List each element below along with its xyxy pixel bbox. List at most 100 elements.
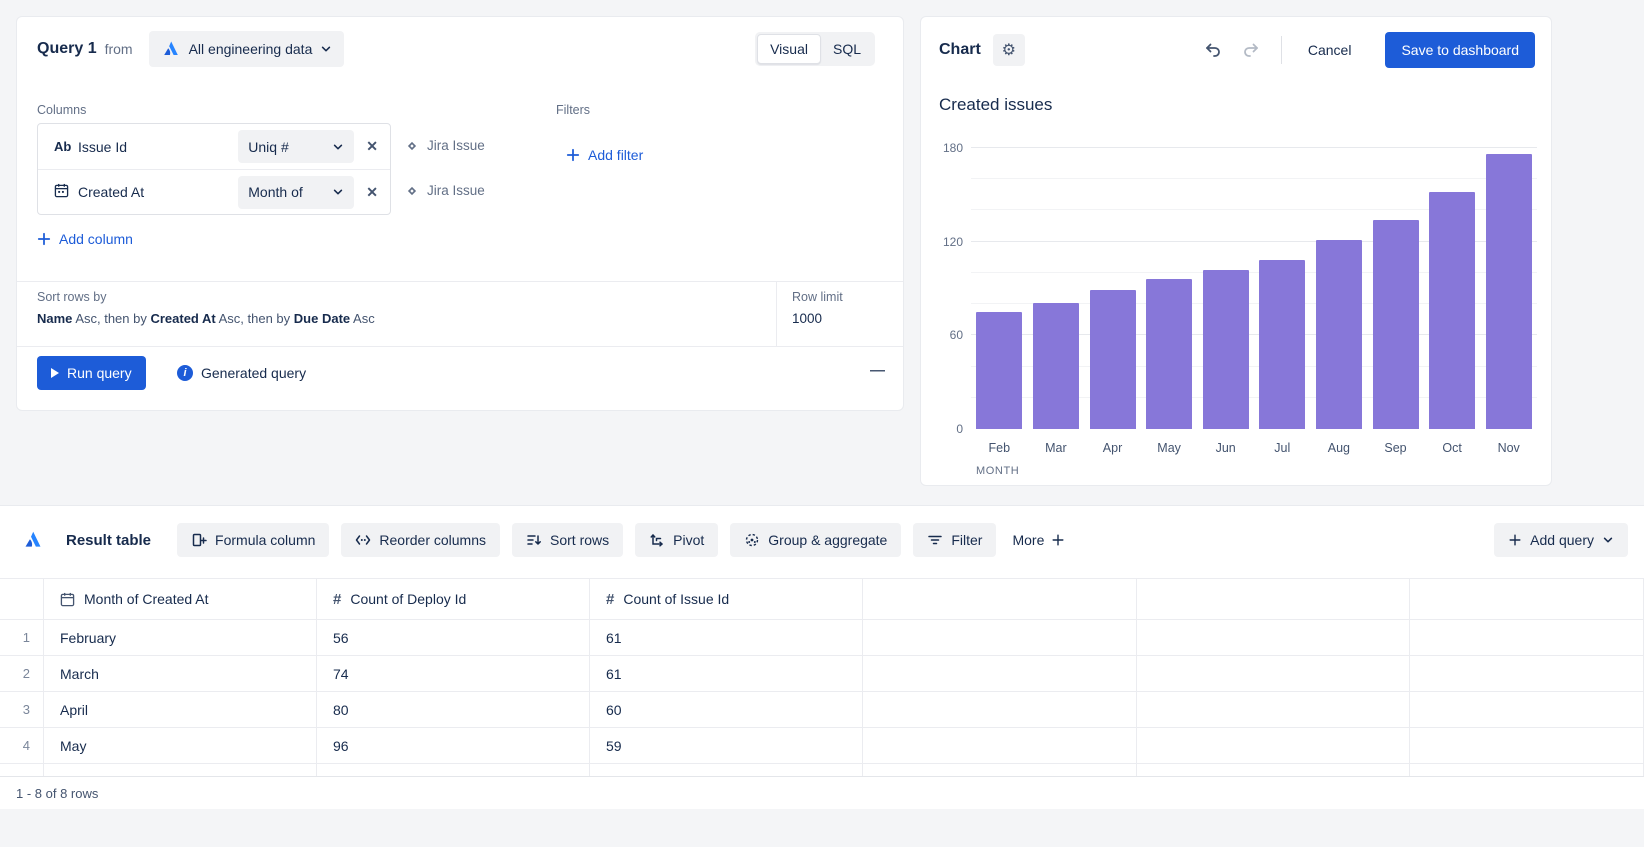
pivot-button[interactable]: Pivot [635, 523, 719, 557]
x-tick-label: Nov [1497, 441, 1520, 455]
result-section: Result table Formula column Reorder colu… [0, 505, 1644, 809]
button-label: Reorder columns [379, 532, 487, 548]
table-cell-empty [1137, 728, 1410, 763]
x-tick-label: Apr [1102, 441, 1123, 455]
row-limit-value[interactable]: 1000 [792, 311, 823, 326]
view-mode-toggle: Visual SQL [755, 32, 875, 66]
table-row: 3 April 80 60 [0, 692, 1644, 728]
aggregation-value: Uniq # [248, 138, 289, 155]
remove-column-button[interactable]: ✕ [366, 183, 378, 200]
aggregation-dropdown[interactable]: Month of [238, 175, 355, 209]
save-to-dashboard-button[interactable]: Save to dashboard [1385, 32, 1535, 68]
table-cell-empty [1410, 764, 1644, 776]
undo-icon[interactable] [1203, 40, 1223, 60]
table-row: 5June10060 [0, 764, 1644, 776]
add-column-label: Add column [59, 231, 133, 247]
divider [17, 281, 903, 282]
y-tick-label: 120 [942, 234, 963, 249]
collapse-icon[interactable]: — [870, 362, 885, 379]
table-cell: 100 [317, 764, 590, 776]
table-cell: May [44, 728, 317, 763]
play-icon [51, 368, 59, 378]
chevron-down-icon [334, 144, 343, 149]
redo-icon[interactable] [1241, 40, 1261, 60]
data-source-label: All engineering data [188, 41, 313, 57]
column-header-label: Count of Issue Id [623, 591, 730, 607]
table-cell: June [44, 764, 317, 776]
table-header-cell[interactable]: # Count of Issue Id [590, 579, 863, 619]
table-cell: 96 [317, 728, 590, 763]
filters-section-label: Filters [556, 103, 591, 117]
x-tick-label: Jul [1274, 441, 1291, 455]
bar-Nov [1485, 154, 1532, 429]
tab-visual[interactable]: Visual [757, 34, 821, 64]
y-tick-label: 180 [942, 141, 963, 155]
table-header-cell[interactable]: # Count of Deploy Id [317, 579, 590, 619]
gridline [971, 271, 1537, 273]
query-builder-panel: Query 1 from All engineering data Visual… [16, 16, 904, 411]
x-axis-title: MONTH [976, 465, 1020, 477]
bar-May [1146, 279, 1193, 429]
formula-column-button[interactable]: Formula column [177, 523, 330, 557]
bar-Aug [1315, 240, 1362, 429]
x-tick-label: Jun [1215, 441, 1236, 455]
chart-settings-button[interactable]: ⚙ [992, 34, 1025, 66]
more-button[interactable]: More [1012, 532, 1065, 548]
row-number: 5 [0, 764, 44, 776]
aggregation-value: Month of [248, 184, 303, 200]
bar-Sep [1372, 219, 1419, 429]
gridline [971, 365, 1537, 367]
add-column-button[interactable]: Add column [37, 231, 133, 247]
gridline [971, 147, 1537, 148]
row-number: 4 [0, 728, 44, 763]
row-number: 2 [0, 656, 44, 691]
add-query-button[interactable]: Add query [1494, 523, 1628, 557]
generated-query-toggle[interactable]: i Generated query [177, 356, 306, 390]
table-header-cell-empty [863, 579, 1137, 619]
sort-rows-value[interactable]: Name Asc, then by Created At Asc, then b… [37, 311, 375, 326]
table-row: 4 May 96 59 [0, 728, 1644, 764]
source-jira-issue: Jira Issue [405, 123, 485, 168]
column-row-issue-id: Ab Issue Id Uniq # ✕ [38, 124, 390, 169]
query-from-label: from [104, 41, 133, 57]
sort-rows-button[interactable]: Sort rows [512, 523, 624, 557]
run-query-button[interactable]: Run query [37, 356, 146, 390]
number-type-icon: # [606, 590, 615, 608]
table-cell-empty [863, 692, 1137, 727]
filter-button[interactable]: Filter [913, 523, 997, 557]
reorder-columns-button[interactable]: Reorder columns [341, 523, 501, 557]
table-cell: 60 [590, 764, 863, 776]
sort-segment: Asc [350, 311, 375, 326]
table-cell-empty [1137, 692, 1410, 727]
sort-segment: Due Date [293, 311, 351, 326]
bar-Jun [1202, 269, 1249, 429]
remove-column-button[interactable]: ✕ [366, 138, 378, 154]
plus-icon [1052, 534, 1064, 546]
jira-issue-icon [407, 186, 417, 195]
sort-rows-icon [527, 535, 541, 545]
table-header-cell[interactable]: Month of Created At [44, 579, 317, 619]
data-source-dropdown[interactable]: All engineering data [148, 31, 345, 67]
cancel-button[interactable]: Cancel [1307, 42, 1352, 58]
table-cell: 59 [590, 728, 863, 763]
calendar-icon [60, 592, 75, 606]
table-cell: February [44, 620, 317, 655]
chevron-down-icon [334, 189, 343, 195]
table-row: 1 February 56 61 [0, 620, 1644, 656]
tab-sql[interactable]: SQL [832, 41, 861, 57]
aggregation-dropdown[interactable]: Uniq # [238, 130, 355, 163]
chart-title: Created issues [939, 95, 1053, 114]
table-cell-empty [1137, 620, 1410, 655]
bar-chart [971, 147, 1537, 429]
add-filter-button[interactable]: Add filter [566, 147, 643, 163]
table-cell: March [44, 656, 317, 691]
row-number: 1 [0, 620, 44, 655]
number-type-icon: # [333, 590, 342, 608]
table-cell: 80 [317, 692, 590, 727]
sort-rows-label: Sort rows by [37, 290, 107, 304]
table-cell-empty [1410, 692, 1644, 727]
group-aggregate-button[interactable]: Group & aggregate [730, 523, 902, 557]
query-title: Query 1 [37, 40, 97, 57]
reorder-columns-icon [356, 535, 371, 545]
add-query-label: Add query [1530, 532, 1594, 548]
